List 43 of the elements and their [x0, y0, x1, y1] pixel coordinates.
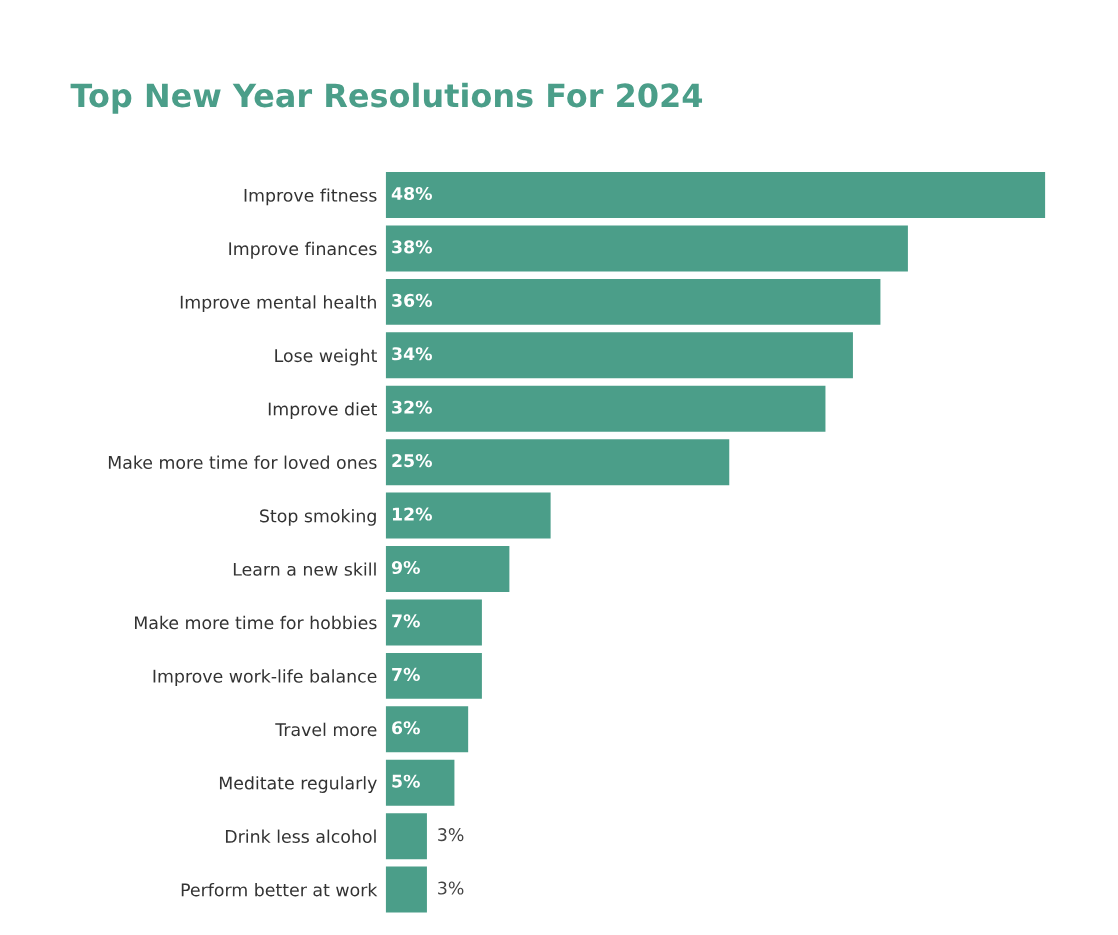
data-label: 12%	[392, 507, 432, 521]
data-label: 7%	[392, 667, 420, 681]
y-tick-label: Make more time for hobbies	[135, 615, 377, 630]
chart-title: Top New Year Resolutions For 2024	[70, 82, 703, 114]
data-label: 38%	[392, 240, 432, 254]
data-label: 32%	[392, 400, 432, 414]
y-tick-label: Learn a new skill	[233, 562, 376, 576]
bar	[385, 759, 455, 806]
data-label: 9%	[391, 560, 420, 575]
y-tick-label: Drink less alcohol	[225, 829, 376, 843]
data-label: 6%	[392, 721, 420, 735]
bar	[385, 652, 482, 699]
bar	[385, 278, 881, 325]
y-tick-label: Improve fitness	[244, 188, 377, 206]
y-tick-label: Improve finances	[229, 241, 377, 259]
y-tick-label: Stop smoking	[260, 508, 376, 526]
data-label: 7%	[392, 614, 420, 628]
bar	[385, 599, 482, 646]
data-label: 3%	[438, 828, 464, 842]
bar	[385, 172, 1046, 218]
data-label: 34%	[392, 347, 432, 361]
bar	[385, 385, 826, 432]
y-tick-label: Improve work-life balance	[153, 669, 377, 687]
y-tick-label: Meditate regularly	[219, 776, 377, 793]
y-tick-label: Travel more	[275, 722, 377, 737]
bar	[385, 813, 427, 860]
y-tick-label: Perform better at work	[181, 882, 378, 897]
y-tick-label: Improve diet	[268, 402, 377, 419]
bar	[385, 546, 510, 592]
data-label: 36%	[392, 293, 432, 307]
data-label: 3%	[438, 881, 464, 895]
y-tick-label: Make more time for loved ones	[108, 455, 377, 469]
y-tick-label: Improve mental health	[180, 295, 376, 313]
bar	[385, 332, 853, 379]
bar	[385, 492, 551, 539]
y-tick-label: Lose weight	[275, 348, 377, 366]
data-label: 25%	[392, 454, 432, 468]
bar	[385, 439, 730, 486]
bar	[385, 706, 469, 753]
data-label: 5%	[392, 774, 420, 788]
bar	[385, 225, 908, 272]
data-label: 48%	[391, 186, 432, 201]
bar	[385, 866, 427, 913]
